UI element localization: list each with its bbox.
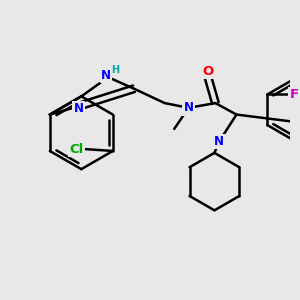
Text: Cl: Cl bbox=[69, 142, 84, 155]
Text: H: H bbox=[111, 64, 119, 74]
Text: N: N bbox=[74, 102, 83, 115]
Text: N: N bbox=[184, 101, 194, 114]
Text: N: N bbox=[101, 69, 111, 82]
Text: F: F bbox=[290, 88, 299, 101]
Text: O: O bbox=[202, 65, 213, 78]
Text: N: N bbox=[214, 135, 224, 148]
